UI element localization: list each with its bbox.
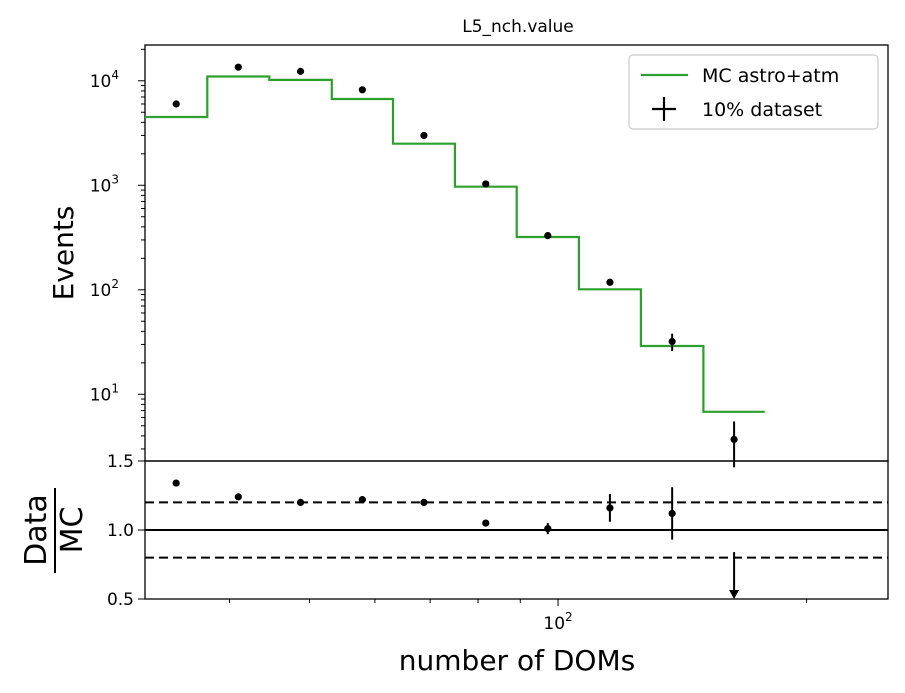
data-point xyxy=(482,180,490,188)
y-tick-label: 102 xyxy=(90,277,119,301)
ratio-point xyxy=(482,519,490,527)
ratio-point xyxy=(606,504,614,512)
ratio-point xyxy=(358,496,366,504)
legend-mc-label: MC astro+atm xyxy=(702,65,839,87)
ratio-point xyxy=(668,509,676,518)
x-axis: 102 xyxy=(229,599,808,634)
data-point xyxy=(420,131,428,140)
ratio-y-axis-label: Data MC xyxy=(19,488,90,573)
ratio-point xyxy=(544,525,552,533)
ratio-y-tick-label: 0.5 xyxy=(107,590,134,610)
ratio-y-axis: 0.5 1.0 1.5 xyxy=(107,452,145,610)
data-point xyxy=(668,337,676,346)
data-point xyxy=(296,67,305,75)
top-y-axis: 101 102 103 104 xyxy=(90,48,145,450)
data-point xyxy=(358,86,366,94)
ratio-y-tick-label: 1.0 xyxy=(107,521,134,541)
legend: MC astro+atm 10% dataset xyxy=(628,54,879,130)
legend-data-label: 10% dataset xyxy=(702,99,822,121)
y-tick-label: 101 xyxy=(90,381,119,405)
x-axis-label: number of DOMs xyxy=(399,644,635,677)
y-tick-label: 103 xyxy=(90,172,119,196)
ratio-y-tick-label: 1.5 xyxy=(107,452,134,472)
ratio-label-numerator: Data xyxy=(19,494,54,566)
mc-histogram-line xyxy=(145,75,765,413)
data-point xyxy=(606,278,614,286)
data-point xyxy=(730,435,738,444)
y-axis-label: Events xyxy=(47,206,80,301)
ratio-point xyxy=(234,493,242,501)
data-points xyxy=(172,63,738,468)
ratio-point xyxy=(420,498,428,506)
y-tick-label: 104 xyxy=(90,68,119,92)
ratio-reference-lines xyxy=(145,501,888,559)
ratio-label-denominator: MC xyxy=(55,507,90,554)
chart-title: L5_nch.value xyxy=(462,17,574,37)
ratio-offscale-arrow xyxy=(729,590,740,599)
ratio-points xyxy=(172,479,740,599)
data-point xyxy=(544,232,552,240)
data-point xyxy=(234,63,242,71)
ratio-point xyxy=(296,498,305,506)
ratio-point xyxy=(172,479,180,487)
data-point xyxy=(172,100,180,108)
legend-box xyxy=(628,54,879,130)
x-tick-label: 102 xyxy=(543,610,572,634)
